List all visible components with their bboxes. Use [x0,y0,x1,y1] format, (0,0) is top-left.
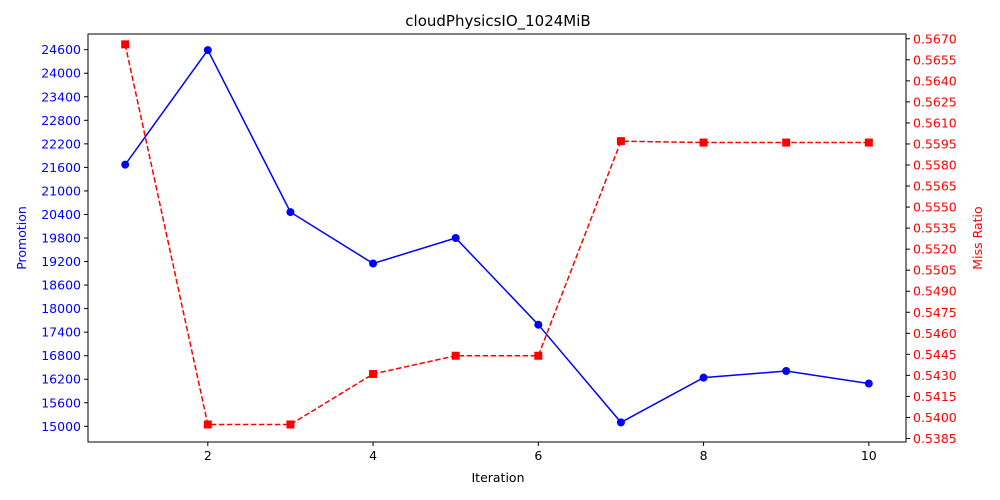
miss-ratio-data-point [121,40,130,49]
right-y-tick-label: 0.5385 [913,431,957,446]
miss-ratio-data-point [286,420,295,429]
left-y-tick-label: 22800 [41,113,81,128]
plot-area [87,33,907,443]
left-y-tick-label: 23400 [41,89,81,104]
promotion-data-point [699,373,708,382]
x-tick-label: 6 [534,448,542,463]
promotion-data-point [534,320,543,329]
promotion-data-point [451,234,460,242]
left-y-tick-label: 19200 [41,254,81,269]
right-y-tick-label: 0.5640 [913,73,957,88]
right-y-tick-label: 0.5475 [913,305,957,320]
promotion-data-point [369,259,378,268]
left-y-tick-label: 16800 [41,348,81,363]
x-tick-label: 8 [700,448,708,463]
x-tick-label: 10 [861,448,877,463]
left-y-axis-title: Promotion [14,206,29,270]
miss-ratio-data-point [534,351,543,360]
promotion-data-point [616,418,625,427]
right-y-tick-label: 0.5505 [913,263,957,278]
left-y-tick-label: 15600 [41,395,81,410]
right-y-axis-ticks: 0.5385 0.5400 0.5415 0.5430 0.5445 0.5460 0.54… [906,31,957,446]
left-y-axis-ticks: 15000 15600 16200 16800 17400 18000 18600 19200… [41,42,88,434]
miss-ratio-series-line [124,44,869,426]
x-tick-label: 4 [369,448,377,463]
right-y-axis-title: Miss Ratio [970,206,985,269]
miss-ratio-data-point [369,369,378,378]
right-y-tick-label: 0.5610 [913,115,957,130]
left-y-tick-label: 19800 [41,231,81,246]
promotion-data-point [864,379,873,388]
miss-ratio-data-point [203,420,212,429]
miss-ratio-data-point [699,138,708,147]
left-y-tick-label: 18000 [41,301,81,316]
right-y-tick-label: 0.5655 [913,52,957,67]
right-y-tick-label: 0.5460 [913,326,957,341]
left-y-tick-label: 16200 [41,372,81,387]
miss-ratio-data-point [451,351,460,360]
right-y-tick-label: 0.5625 [913,94,957,109]
promotion-series-line [124,48,869,424]
miss-ratio-data-point [616,137,625,146]
miss-ratio-data-point [864,138,873,147]
right-y-tick-label: 0.5670 [913,31,957,46]
left-y-tick-label: 17400 [41,325,81,340]
right-y-tick-label: 0.5580 [913,157,957,172]
x-axis-title: Iteration [471,470,524,485]
promotion-data-point [121,160,130,169]
promotion-data-point [782,366,791,375]
right-y-tick-label: 0.5430 [913,368,957,383]
right-y-tick-label: 0.5415 [913,389,957,404]
right-y-tick-label: 0.5490 [913,284,957,299]
left-y-tick-label: 15000 [41,419,81,434]
right-y-tick-label: 0.5595 [913,136,957,151]
series-layer [121,40,873,429]
left-y-tick-label: 20400 [41,207,81,222]
left-y-tick-label: 21000 [41,183,81,198]
x-axis-ticks: 2 4 6 8 10 [204,442,877,463]
miss-ratio-data-point [782,138,791,147]
right-y-tick-label: 0.5550 [913,200,957,215]
right-y-tick-label: 0.5445 [913,347,957,362]
left-y-tick-label: 22200 [41,136,81,151]
promotion-data-point [286,208,295,217]
left-y-tick-label: 21600 [41,160,81,175]
right-y-tick-label: 0.5520 [913,242,957,257]
promotion-data-point [203,46,212,55]
right-y-tick-label: 0.5535 [913,221,957,236]
left-y-tick-label: 24600 [41,42,81,57]
chart-title: cloudPhysicsIO_1024MiB [405,12,590,31]
right-y-tick-label: 0.5400 [913,410,957,425]
left-y-tick-label: 18600 [41,278,81,293]
x-tick-label: 2 [204,448,212,463]
right-y-tick-label: 0.5565 [913,179,957,194]
left-y-tick-label: 24000 [41,66,81,81]
